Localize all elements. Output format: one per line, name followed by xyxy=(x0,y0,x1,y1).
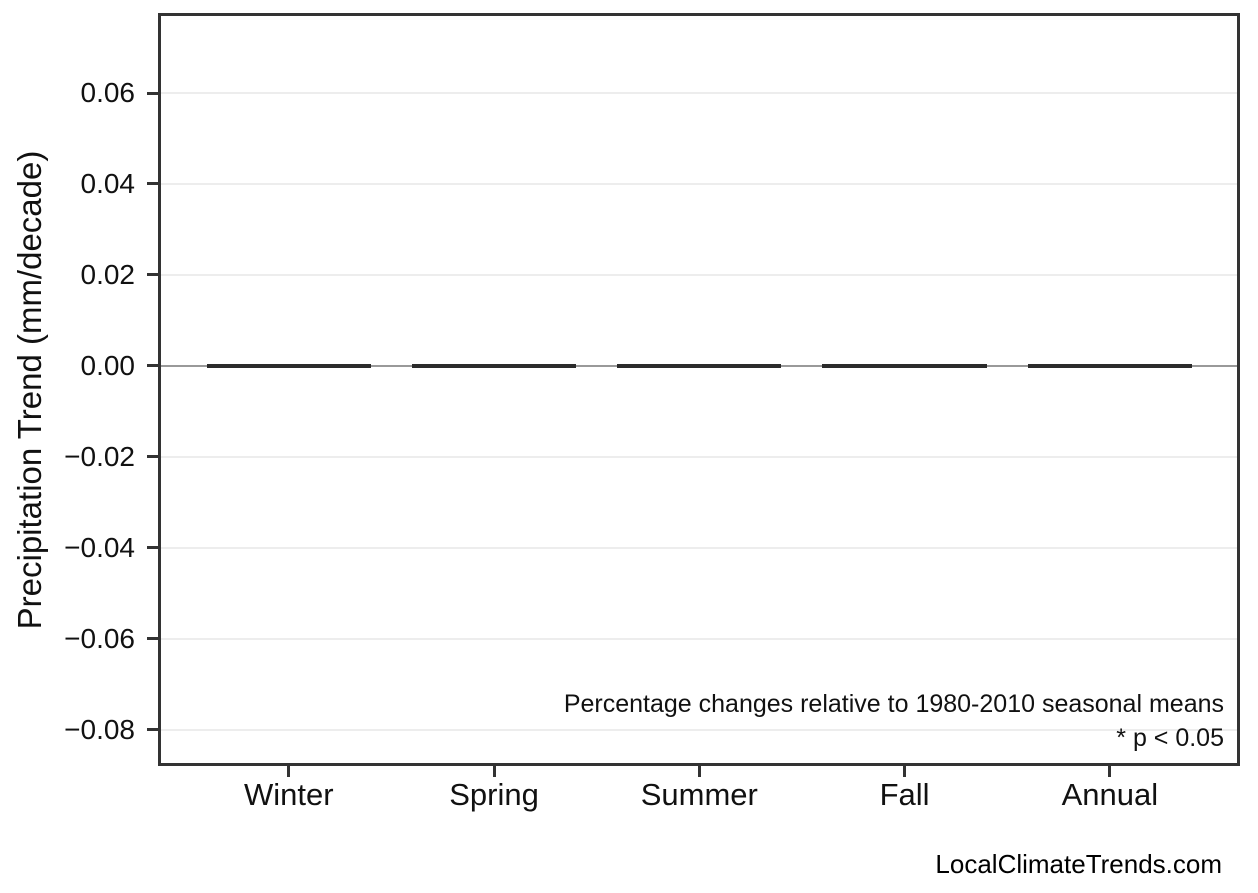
annotation-block: Percentage changes relative to 1980-2010… xyxy=(564,687,1224,755)
bar xyxy=(617,363,782,368)
x-tick-label: Spring xyxy=(449,777,539,812)
y-tick-label: 0.06 xyxy=(80,77,136,109)
x-tick-label: Annual xyxy=(1061,777,1159,812)
bar xyxy=(822,363,987,368)
y-tick-mark xyxy=(147,364,158,368)
gridline xyxy=(158,273,1240,276)
y-tick-mark xyxy=(147,546,158,550)
plot-area: Percentage changes relative to 1980-2010… xyxy=(158,13,1240,766)
y-tick-label: −0.06 xyxy=(64,622,135,654)
gridline xyxy=(158,92,1240,95)
x-tick-mark xyxy=(287,766,291,777)
y-tick-mark xyxy=(147,728,158,732)
gridline xyxy=(158,728,1240,731)
y-tick-label: −0.04 xyxy=(64,531,135,563)
x-tick-mark xyxy=(903,766,907,777)
y-tick-label: 0.00 xyxy=(80,349,136,381)
gridline xyxy=(158,637,1240,640)
y-tick-mark xyxy=(147,637,158,641)
y-tick-mark xyxy=(147,182,158,186)
y-tick-mark xyxy=(147,273,158,277)
y-tick-mark xyxy=(147,455,158,459)
gridline xyxy=(158,182,1240,185)
bar xyxy=(1027,363,1192,368)
y-tick-label: 0.02 xyxy=(80,258,136,290)
y-tick-label: −0.02 xyxy=(64,440,135,472)
bar xyxy=(206,363,371,368)
x-tick-label: Summer xyxy=(640,777,758,812)
plot-border xyxy=(158,13,1240,766)
watermark-text: LocalClimateTrends.com xyxy=(935,849,1222,879)
bar xyxy=(411,363,577,368)
x-tick-mark xyxy=(697,766,701,777)
y-tick-label: −0.08 xyxy=(64,713,135,745)
annotation-significance: * p < 0.05 xyxy=(1116,724,1224,752)
x-tick-mark xyxy=(492,766,496,777)
gridline xyxy=(158,455,1240,458)
gridline xyxy=(158,546,1240,549)
x-tick-mark xyxy=(1108,766,1112,777)
annotation-note: Percentage changes relative to 1980-2010… xyxy=(563,690,1224,718)
y-tick-mark xyxy=(147,91,158,95)
y-tick-label: 0.04 xyxy=(80,167,136,199)
x-tick-label: Winter xyxy=(243,777,334,812)
x-tick-label: Fall xyxy=(879,777,930,812)
